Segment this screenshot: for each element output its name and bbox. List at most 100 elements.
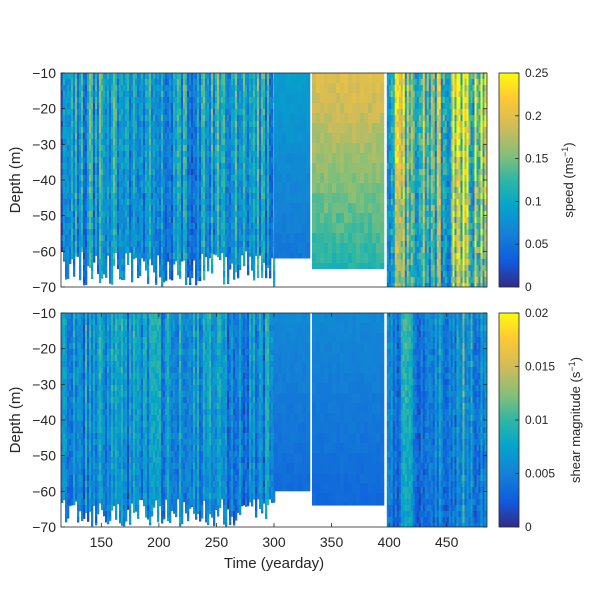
heatmap-cell [416, 73, 420, 80]
heatmap-cell [434, 97, 438, 104]
heatmap-cell [125, 97, 128, 104]
heatmap-cell [356, 153, 361, 164]
heatmap-cell [231, 85, 234, 92]
heatmap-cell [420, 211, 424, 218]
heatmap-cell [185, 103, 188, 110]
heatmap-cell [376, 193, 381, 204]
heatmap-cell [217, 163, 220, 170]
heatmap-cell [137, 109, 140, 116]
heatmap-cell [434, 235, 438, 242]
heatmap-cell [221, 79, 224, 86]
heatmap-cell [121, 241, 124, 248]
heatmap-cell [223, 283, 226, 285]
heatmap-cell [163, 265, 166, 272]
heatmap-cell [348, 213, 353, 224]
heatmap-cell [237, 115, 240, 122]
heatmap-cell [77, 223, 80, 230]
heatmap-cell [259, 235, 262, 242]
heatmap-cell [89, 127, 92, 134]
heatmap-cell [390, 73, 394, 80]
heatmap-cell [227, 199, 230, 206]
heatmap-cell [185, 115, 188, 122]
heatmap-cell [127, 127, 130, 134]
heatmap-cell [253, 163, 256, 170]
heatmap-cell [133, 115, 136, 122]
heatmap-cell [115, 91, 118, 98]
heatmap-cell [261, 151, 264, 158]
heatmap-cell [119, 205, 122, 212]
heatmap-cell [414, 253, 418, 260]
heatmap-cell [175, 181, 178, 188]
heatmap-cell [65, 163, 68, 170]
heatmap-cell [221, 151, 224, 158]
heatmap-cell [63, 253, 66, 260]
heatmap-cell [396, 133, 400, 140]
heatmap-cell [143, 85, 146, 92]
heatmap-cell [243, 73, 246, 80]
heatmap-cell [207, 181, 210, 188]
heatmap-cell [183, 175, 186, 182]
heatmap-cell [189, 223, 192, 230]
heatmap-cell [209, 223, 212, 230]
heatmap-cell [432, 157, 436, 164]
heatmap-cell [336, 93, 341, 104]
heatmap-cell [125, 79, 128, 86]
heatmap-cell [294, 123, 299, 134]
heatmap-cell [408, 265, 412, 272]
heatmap-cell [149, 121, 152, 128]
heatmap-cell [91, 79, 94, 86]
heatmap-cell [205, 97, 208, 104]
heatmap-cell [372, 213, 377, 224]
heatmap-cell [199, 241, 202, 248]
heatmap-cell [187, 115, 190, 122]
heatmap-cell [340, 133, 345, 144]
heatmap-cell [175, 175, 178, 182]
heatmap-cell [410, 91, 414, 98]
heatmap-cell [127, 103, 130, 110]
heatmap-cell [91, 157, 94, 164]
heatmap-cell [191, 109, 194, 116]
heatmap-cell [61, 211, 64, 218]
heatmap-cell [390, 157, 394, 164]
heatmap-cell [111, 217, 114, 224]
heatmap-cell [159, 193, 162, 200]
heatmap-cell [163, 211, 166, 218]
heatmap-cell [61, 181, 64, 188]
heatmap-cell [181, 103, 184, 110]
heatmap-cell [265, 133, 268, 140]
heatmap-cell [324, 243, 329, 254]
heatmap-cell [111, 235, 114, 242]
heatmap-cell [263, 259, 266, 263]
heatmap-cell [193, 259, 196, 261]
heatmap-cell [125, 157, 128, 164]
heatmap-cell [217, 109, 220, 116]
heatmap-cell [344, 73, 349, 84]
heatmap-cell [111, 97, 114, 104]
heatmap-cell [197, 97, 200, 104]
heatmap-cell [191, 247, 194, 254]
heatmap-cell [217, 217, 220, 224]
heatmap-cell [253, 157, 256, 164]
heatmap-cell [61, 133, 64, 140]
heatmap-cell [163, 253, 166, 260]
heatmap-cell [99, 133, 102, 140]
heatmap-cell [73, 235, 76, 242]
heatmap-cell [97, 265, 100, 272]
heatmap-cell [352, 223, 357, 234]
heatmap-cell [195, 133, 198, 140]
heatmap-cell [125, 187, 128, 194]
heatmap-cell [121, 103, 124, 110]
heatmap-cell [135, 103, 138, 110]
heatmap-cell [388, 79, 392, 86]
heatmap-cell [145, 259, 148, 266]
heatmap-cell [103, 127, 106, 134]
heatmap-cell [187, 85, 190, 92]
heatmap-cell [99, 97, 102, 104]
heatmap-cell [396, 193, 400, 200]
heatmap-cell [143, 97, 146, 104]
heatmap-cell [420, 277, 424, 284]
heatmap-cell [149, 235, 152, 242]
heatmap-cell [91, 163, 94, 170]
heatmap-cell [225, 163, 228, 170]
heatmap-cell [394, 205, 398, 212]
